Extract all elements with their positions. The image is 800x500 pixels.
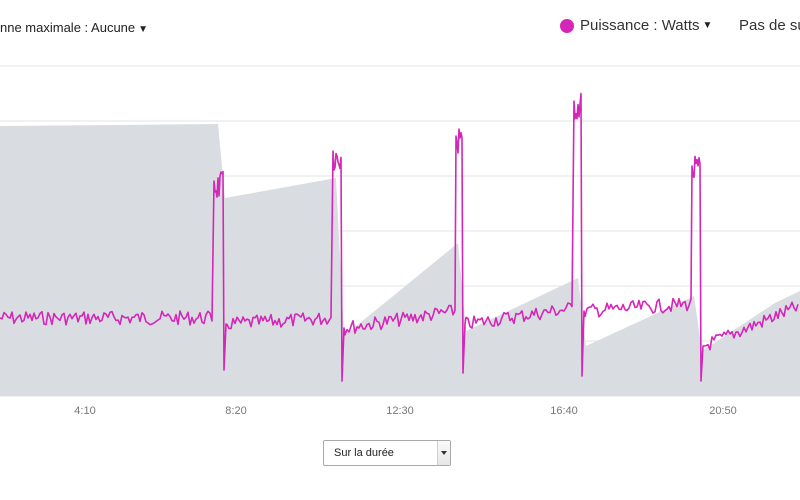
- secondary-metric-selector[interactable]: Pas de su: [739, 17, 800, 34]
- power-metric-label: Puissance : Watts: [580, 17, 700, 34]
- x-tick-label: 12:30: [386, 405, 414, 417]
- range-select-value: Sur la durée: [334, 447, 394, 459]
- chevron-down-icon: [441, 451, 447, 455]
- x-tick-label: 8:20: [225, 405, 246, 417]
- power-series-line: [0, 92, 799, 382]
- caret-down-icon: ▼: [138, 24, 149, 35]
- x-tick-label: 20:50: [709, 405, 737, 417]
- secondary-metric-label: Pas de su: [739, 17, 800, 34]
- range-select[interactable]: Sur la durée: [323, 440, 451, 466]
- caret-down-icon: ▼: [702, 20, 713, 31]
- x-tick-label: 4:10: [74, 405, 95, 417]
- range-select-arrow: [437, 441, 450, 465]
- chart-toolbar: nne maximale : Aucune ▼ Puissance : Watts…: [0, 0, 800, 56]
- power-chart[interactable]: 4:10 8:20 12:30 16:40 20:50: [0, 56, 800, 426]
- secondary-area: [0, 124, 800, 396]
- power-series-dot-icon: [560, 18, 574, 33]
- x-tick-label: 16:40: [550, 405, 578, 417]
- moving-average-selector[interactable]: nne maximale : Aucune ▼: [0, 20, 148, 35]
- power-metric-selector[interactable]: Puissance : Watts ▼: [560, 17, 712, 34]
- chart-area[interactable]: 4:10 8:20 12:30 16:40 20:50: [0, 56, 800, 426]
- moving-average-label: nne maximale : Aucune: [0, 20, 136, 35]
